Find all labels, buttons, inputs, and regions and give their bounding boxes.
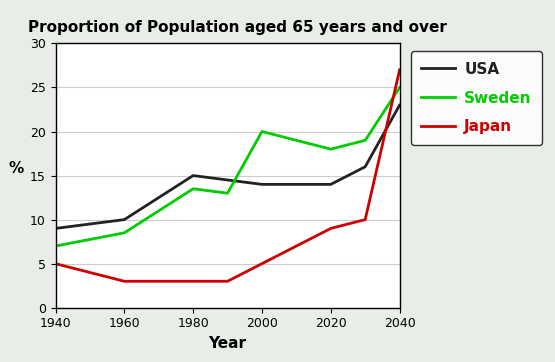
X-axis label: Year: Year xyxy=(209,336,246,351)
Y-axis label: %: % xyxy=(8,161,24,176)
Text: Proportion of Population aged 65 years and over: Proportion of Population aged 65 years a… xyxy=(28,20,447,35)
Legend: USA, Sweden, Japan: USA, Sweden, Japan xyxy=(411,51,542,145)
